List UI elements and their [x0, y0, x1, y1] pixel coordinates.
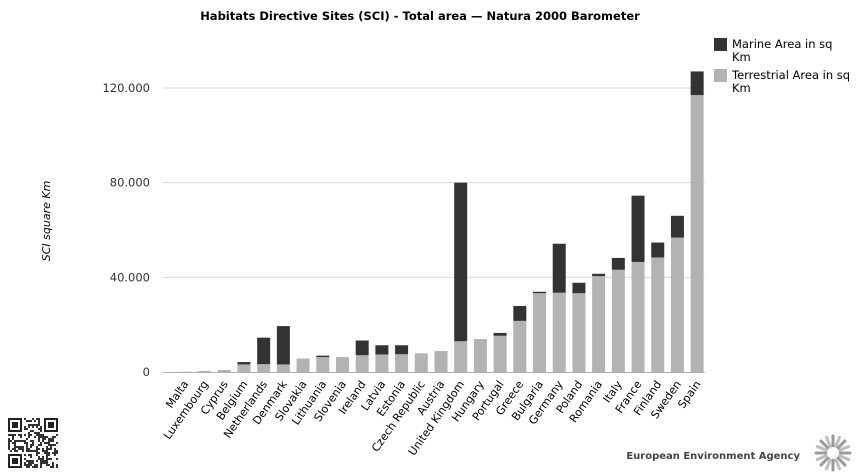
bar-terrestrial — [414, 353, 428, 372]
bar-terrestrial — [533, 293, 547, 372]
bar-terrestrial — [375, 354, 389, 372]
legend: Marine Area in sq Km Terrestrial Area in… — [714, 37, 854, 95]
bar-terrestrial — [513, 320, 527, 372]
bar-terrestrial — [473, 339, 487, 372]
bar-marine — [375, 345, 389, 355]
bar-terrestrial — [257, 364, 271, 372]
y-tick-label: 80.000 — [110, 176, 150, 190]
bar-marine — [276, 326, 290, 365]
gridlines — [163, 87, 705, 278]
bar-marine — [611, 257, 625, 270]
bar-terrestrial — [316, 357, 330, 372]
bar-marine — [355, 340, 369, 356]
legend-swatch-marine — [714, 38, 727, 51]
bar-terrestrial — [276, 364, 290, 372]
bar-terrestrial — [454, 341, 468, 372]
bar-terrestrial — [552, 292, 566, 372]
y-axis-ticks: 0 40.000 80.000 120.000 — [102, 81, 150, 379]
bar-terrestrial — [335, 357, 349, 372]
bar-terrestrial — [395, 354, 409, 372]
y-tick-label: 0 — [143, 365, 150, 379]
bar-marine — [395, 345, 409, 355]
eea-logo-icon — [814, 434, 852, 472]
bar-marine — [670, 215, 684, 238]
bar-marine — [690, 71, 704, 96]
legend-label-marine: Marine Area in sq Km — [732, 37, 836, 64]
bar-marine — [493, 332, 507, 336]
bar-terrestrial — [611, 269, 625, 372]
bar-marine — [552, 243, 566, 293]
y-tick-label: 120.000 — [102, 81, 150, 95]
bar-terrestrial — [592, 276, 606, 372]
bar-terrestrial — [198, 371, 212, 372]
bar-terrestrial — [493, 335, 507, 372]
bar-marine — [237, 362, 251, 365]
bar-marine — [533, 291, 547, 294]
bar-terrestrial — [651, 257, 665, 372]
bar-marine — [631, 195, 645, 262]
bar-terrestrial — [355, 355, 369, 372]
bar-marine — [257, 337, 271, 365]
bar-terrestrial — [670, 237, 684, 372]
x-axis-labels: MaltaLuxembourgCyprusBelgiumNetherlandsD… — [161, 378, 704, 458]
agency-credit: European Environment Agency — [626, 451, 800, 462]
bar-terrestrial — [572, 293, 586, 372]
bar-terrestrial — [217, 370, 231, 372]
bar-terrestrial — [631, 261, 645, 372]
bar-marine — [592, 273, 606, 277]
bars — [178, 71, 704, 372]
y-axis-label: SCI square Km — [40, 181, 53, 262]
legend-label-terrestrial: Terrestrial Area in sq Km — [731, 68, 854, 95]
bar-marine — [316, 355, 330, 358]
bar-marine — [572, 282, 586, 294]
bar-terrestrial — [237, 364, 251, 372]
bar-terrestrial — [296, 358, 310, 372]
chart-title: Habitats Directive Sites (SCI) - Total a… — [200, 9, 640, 23]
bar-terrestrial — [434, 350, 448, 372]
bar-marine — [454, 182, 468, 342]
y-tick-label: 40.000 — [110, 270, 150, 284]
bar-marine — [513, 305, 527, 321]
legend-swatch-terrestrial — [714, 69, 727, 82]
bar-marine — [651, 242, 665, 258]
bar-terrestrial — [690, 95, 704, 372]
qr-code — [8, 418, 58, 468]
